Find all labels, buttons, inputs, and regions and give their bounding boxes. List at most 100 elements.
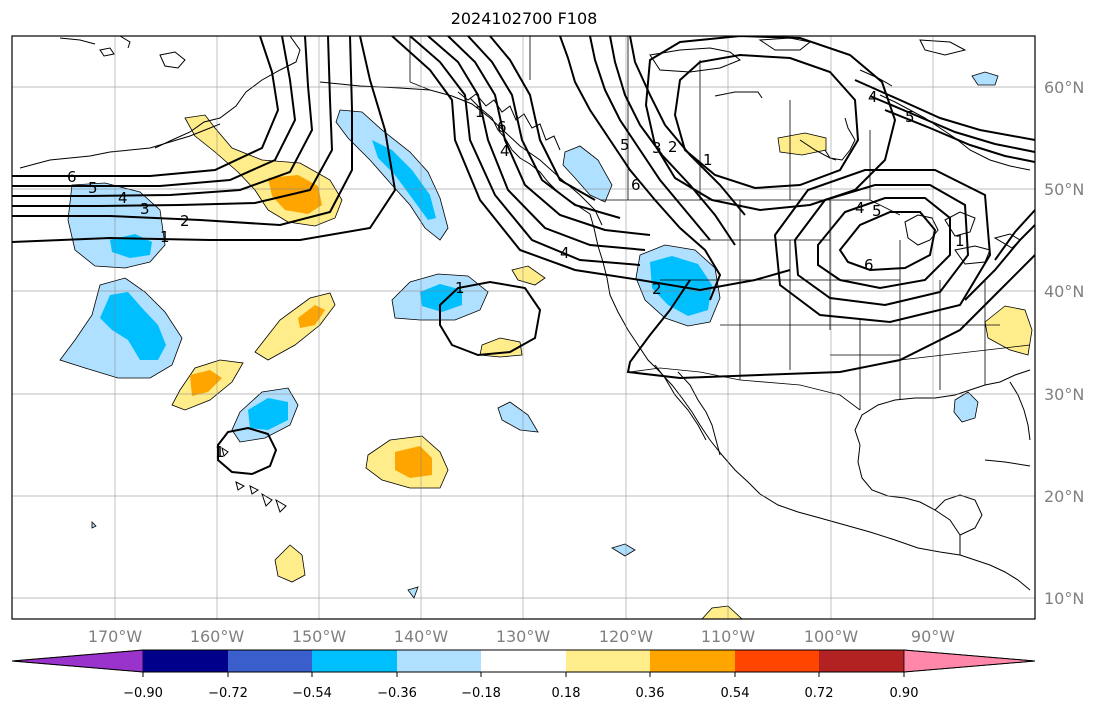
contour-hudson-outer bbox=[644, 36, 897, 212]
contour-mexico bbox=[626, 254, 1035, 380]
fill-tiny-blue4 bbox=[91, 521, 97, 529]
fill-small-yellow2 bbox=[511, 265, 546, 286]
longitude-labels: 170°W 160°W 150°W 140°W 130°W 120°W 110°… bbox=[88, 627, 955, 646]
colorbar-tick-label: −0.36 bbox=[377, 686, 417, 701]
map-frame bbox=[11, 35, 1036, 620]
contour-ridge-a bbox=[559, 36, 722, 301]
contour-label: 2 bbox=[652, 280, 662, 298]
colorbar-tick-label: 0.90 bbox=[890, 686, 919, 701]
colorbar-ticks bbox=[142, 672, 905, 677]
contour-label: 5 bbox=[872, 202, 882, 220]
contour-label: 2 bbox=[668, 138, 678, 156]
contour-1-west bbox=[12, 36, 397, 243]
lat-label: 10°N bbox=[1044, 589, 1084, 608]
fill-south-orange bbox=[395, 446, 432, 478]
colorbar-tick-label: −0.72 bbox=[208, 686, 248, 701]
lon-label: 130°W bbox=[496, 627, 551, 646]
fill-low-orange bbox=[190, 370, 222, 396]
lat-label: 30°N bbox=[1044, 385, 1084, 404]
map-background bbox=[12, 36, 1035, 619]
lon-label: 110°W bbox=[701, 627, 756, 646]
colorbar-tick-label: −0.90 bbox=[123, 686, 163, 701]
lon-label: 170°W bbox=[88, 627, 143, 646]
colorbar-segment bbox=[228, 650, 312, 672]
colorbar-tick-label: 0.36 bbox=[636, 686, 665, 701]
colorbar-segment bbox=[819, 650, 904, 672]
latitude-labels: 60°N 50°N 40°N 30°N 20°N 10°N bbox=[1044, 78, 1084, 608]
colorbar-segment bbox=[566, 650, 650, 672]
contour-east-5 bbox=[964, 224, 1035, 301]
colorbar-extend-high bbox=[903, 649, 1036, 673]
contour-label: 6 bbox=[631, 176, 641, 194]
lon-label: 140°W bbox=[394, 627, 449, 646]
colorbar-tick-label: −0.54 bbox=[292, 686, 332, 701]
colorbar-extend-low bbox=[11, 649, 144, 673]
fill-gulf-blue bbox=[372, 140, 436, 220]
contour-trough-d bbox=[447, 36, 651, 236]
contour-5-west bbox=[12, 36, 297, 187]
lon-label: 160°W bbox=[190, 627, 245, 646]
contour-label: 1 bbox=[475, 103, 485, 121]
lat-label: 60°N bbox=[1044, 78, 1084, 97]
contour-closed-hawaii bbox=[217, 426, 278, 476]
contour-6-west bbox=[12, 36, 280, 177]
contour-label: 5 bbox=[88, 179, 98, 197]
contour-label: 5 bbox=[620, 136, 630, 154]
contour-trough-b bbox=[409, 36, 641, 266]
map-title: 2024102700 F108 bbox=[450, 9, 598, 28]
fill-bc-lightblue bbox=[562, 145, 613, 203]
contour-2-west bbox=[12, 36, 353, 227]
fill-gulf-mx-lightblue bbox=[953, 391, 979, 423]
contour-trough-a bbox=[391, 36, 791, 292]
lon-label: 90°W bbox=[911, 627, 955, 646]
contour-closed-central bbox=[439, 280, 542, 357]
contour-label: 3 bbox=[140, 200, 150, 218]
fill-tiny-blue2 bbox=[611, 543, 636, 557]
contour-midwest-2 bbox=[817, 197, 951, 290]
contour-4-west bbox=[12, 36, 314, 197]
contour-label: 3 bbox=[652, 139, 662, 157]
colorbar-tick-label: 0.54 bbox=[721, 686, 750, 701]
lat-label: 20°N bbox=[1044, 487, 1084, 506]
lon-label: 150°W bbox=[292, 627, 347, 646]
contour-east-3 bbox=[884, 109, 1035, 163]
contour-label: 4 bbox=[118, 189, 128, 207]
contour-label: 6 bbox=[497, 118, 507, 136]
fill-small-blue1 bbox=[497, 401, 539, 433]
colorbar-tick-label: 0.18 bbox=[552, 686, 581, 701]
colorbar-tick-label: −0.18 bbox=[461, 686, 501, 701]
contour-label: 4 bbox=[500, 142, 510, 160]
contour-label: 5 bbox=[905, 108, 915, 126]
colorbar-segment bbox=[650, 650, 735, 672]
anomaly-fills bbox=[59, 71, 1033, 619]
contour-label: 1 bbox=[215, 443, 225, 461]
colorbar-segment bbox=[735, 650, 819, 672]
contour-label: 4 bbox=[560, 244, 570, 262]
contour-label: 2 bbox=[180, 212, 190, 230]
contour-label: 1 bbox=[455, 279, 465, 297]
fill-tiny-blue1 bbox=[971, 71, 999, 86]
contour-labels: 6 5 4 3 2 1 1 1 4 2 5 3 2 1 6 6 4 5 6 4 … bbox=[67, 88, 965, 461]
fill-tiny-yellow3 bbox=[274, 544, 306, 583]
contour-label: 4 bbox=[868, 88, 878, 106]
colorbar-tick-labels: −0.90 −0.72 −0.54 −0.36 −0.18 0.18 0.36 … bbox=[123, 686, 918, 701]
contour-label: 4 bbox=[855, 199, 865, 217]
fill-dateline-blue bbox=[110, 234, 152, 258]
contour-trough-e bbox=[467, 36, 621, 219]
contour-midwest-1 bbox=[838, 211, 937, 272]
colorbar-segment bbox=[397, 650, 481, 672]
colorbar-segment bbox=[481, 650, 566, 672]
colorbar-tick-label: 0.72 bbox=[805, 686, 834, 701]
contour-ridge-b bbox=[589, 36, 711, 241]
contour-midwest-4 bbox=[773, 169, 992, 324]
contour-midwest-3 bbox=[793, 184, 970, 307]
colorbar: −0.90 −0.72 −0.54 −0.36 −0.18 0.18 0.36 … bbox=[11, 649, 1036, 701]
map-content: 6 5 4 3 2 1 1 1 4 2 5 3 2 1 6 6 4 5 6 4 … bbox=[12, 36, 1035, 619]
contour-label: 1 bbox=[160, 228, 170, 246]
contour-3-west bbox=[12, 36, 334, 207]
contour-ridge-d bbox=[629, 36, 746, 216]
colorbar-segment bbox=[312, 650, 397, 672]
contour-east-2 bbox=[869, 95, 1035, 153]
contour-east-4 bbox=[994, 209, 1035, 261]
